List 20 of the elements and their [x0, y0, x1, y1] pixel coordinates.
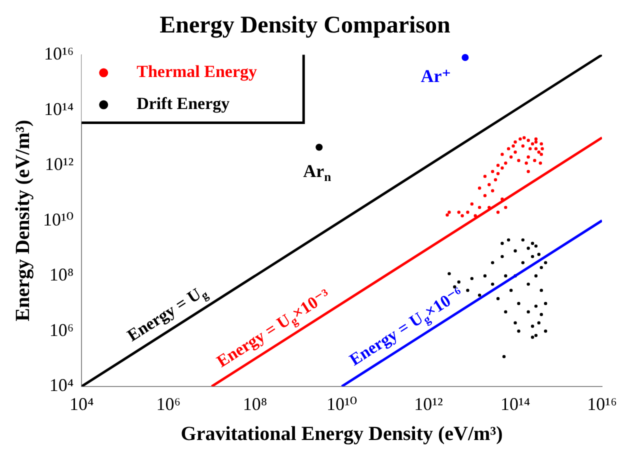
- y-axis-title: Energy Density (eV/m³): [12, 120, 34, 322]
- series-label: Ar⁺: [420, 66, 452, 86]
- y-tick-label: 10¹⁶: [44, 44, 74, 64]
- x-tick-label: 10⁶: [156, 394, 180, 414]
- chart-title: Energy Density Comparison: [160, 12, 450, 39]
- y-tick-label: 10⁴: [49, 375, 74, 396]
- y-tick-label: 10¹⁰: [42, 209, 74, 230]
- x-tick-label: 10¹⁶: [587, 394, 617, 414]
- legend-label: Drift Energy: [136, 94, 230, 114]
- x-tick-label: 10¹⁰: [326, 394, 358, 414]
- x-tick-label: 10¹⁴: [500, 394, 530, 414]
- y-tick-label: 10⁶: [49, 320, 74, 340]
- x-tick-label: 10⁸: [242, 394, 268, 414]
- x-tick-label: 10¹²: [414, 394, 443, 414]
- y-tick-label: 10¹⁴: [44, 98, 74, 119]
- y-tick-label: 10¹²: [44, 154, 74, 174]
- y-tick-label: 10⁸: [49, 264, 74, 285]
- x-axis-title: Gravitational Energy Density (eV/m³): [180, 423, 503, 446]
- x-tick-label: 10⁴: [69, 394, 94, 414]
- legend-label: Thermal Energy: [136, 62, 258, 82]
